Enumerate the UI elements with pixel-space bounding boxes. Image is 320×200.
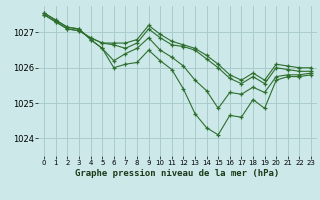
X-axis label: Graphe pression niveau de la mer (hPa): Graphe pression niveau de la mer (hPa) — [76, 169, 280, 178]
